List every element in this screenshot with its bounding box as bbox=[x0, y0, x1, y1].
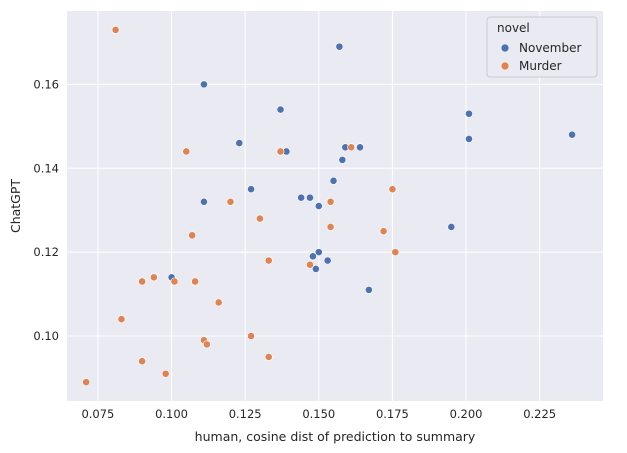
point-november bbox=[314, 202, 323, 210]
point-murder bbox=[149, 273, 158, 282]
point-november bbox=[200, 80, 208, 89]
point-november bbox=[200, 197, 208, 206]
point-murder bbox=[306, 260, 314, 269]
point-murder bbox=[226, 197, 235, 206]
point-november bbox=[335, 42, 344, 51]
point-november bbox=[276, 105, 285, 114]
legend-marker-murder bbox=[500, 61, 510, 71]
point-murder bbox=[326, 223, 335, 231]
point-murder bbox=[202, 340, 211, 349]
legend-label-november: November bbox=[519, 41, 581, 55]
point-murder bbox=[82, 378, 91, 387]
point-november bbox=[364, 285, 373, 294]
point-murder bbox=[117, 315, 126, 324]
point-november bbox=[447, 223, 456, 231]
point-november bbox=[297, 193, 306, 202]
point-murder bbox=[347, 143, 356, 152]
x-tick-label: 0.175 bbox=[376, 407, 409, 421]
legend-box bbox=[486, 16, 598, 78]
y-tick-label: 0.12 bbox=[33, 245, 59, 259]
point-murder bbox=[138, 357, 146, 366]
point-november bbox=[329, 176, 338, 185]
point-murder bbox=[388, 185, 397, 194]
data-points bbox=[82, 25, 576, 387]
point-november bbox=[309, 252, 317, 261]
point-murder bbox=[326, 197, 335, 206]
x-tick-label: 0.150 bbox=[302, 407, 335, 421]
y-tick-label: 0.16 bbox=[33, 77, 59, 91]
x-axis-label: human, cosine dist of prediction to summ… bbox=[195, 429, 476, 444]
point-murder bbox=[111, 25, 120, 34]
point-november bbox=[306, 193, 314, 202]
point-november bbox=[311, 265, 320, 273]
point-november bbox=[356, 143, 364, 152]
point-murder bbox=[138, 277, 146, 286]
legend-label-murder: Murder bbox=[519, 59, 562, 73]
point-november bbox=[338, 155, 347, 164]
x-tick-label: 0.225 bbox=[523, 407, 556, 421]
point-november bbox=[323, 256, 332, 265]
point-murder bbox=[182, 147, 191, 156]
legend: novel November Murder bbox=[486, 16, 598, 78]
point-murder bbox=[264, 353, 273, 361]
point-murder bbox=[214, 298, 223, 307]
x-tick-label: 0.100 bbox=[155, 407, 188, 421]
point-murder bbox=[188, 231, 197, 240]
point-november bbox=[465, 109, 473, 118]
point-murder bbox=[247, 332, 255, 340]
point-murder bbox=[379, 227, 388, 236]
point-november bbox=[247, 185, 255, 194]
point-murder bbox=[161, 369, 170, 378]
point-november bbox=[568, 130, 576, 139]
point-november bbox=[314, 248, 323, 257]
x-tick-label: 0.200 bbox=[450, 407, 483, 421]
point-november bbox=[235, 139, 244, 147]
gridlines bbox=[67, 11, 603, 401]
point-murder bbox=[264, 256, 273, 265]
y-axis-ticks: 0.10 0.12 0.14 0.16 bbox=[33, 77, 59, 343]
y-tick-label: 0.14 bbox=[33, 161, 59, 175]
legend-title: novel bbox=[497, 21, 530, 35]
legend-items: November Murder bbox=[500, 41, 581, 73]
y-tick-label: 0.10 bbox=[33, 329, 59, 343]
x-tick-label: 0.075 bbox=[81, 407, 114, 421]
x-axis-ticks: 0.075 0.100 0.125 0.150 0.175 0.200 0.225 bbox=[81, 407, 556, 421]
point-murder bbox=[191, 277, 200, 286]
legend-marker-november bbox=[500, 43, 510, 53]
point-murder bbox=[170, 277, 179, 286]
point-murder bbox=[276, 147, 285, 156]
x-tick-label: 0.125 bbox=[229, 407, 262, 421]
y-axis-label: ChatGPT bbox=[8, 179, 23, 233]
point-murder bbox=[391, 248, 400, 257]
point-november bbox=[465, 135, 473, 143]
point-murder bbox=[256, 214, 264, 223]
